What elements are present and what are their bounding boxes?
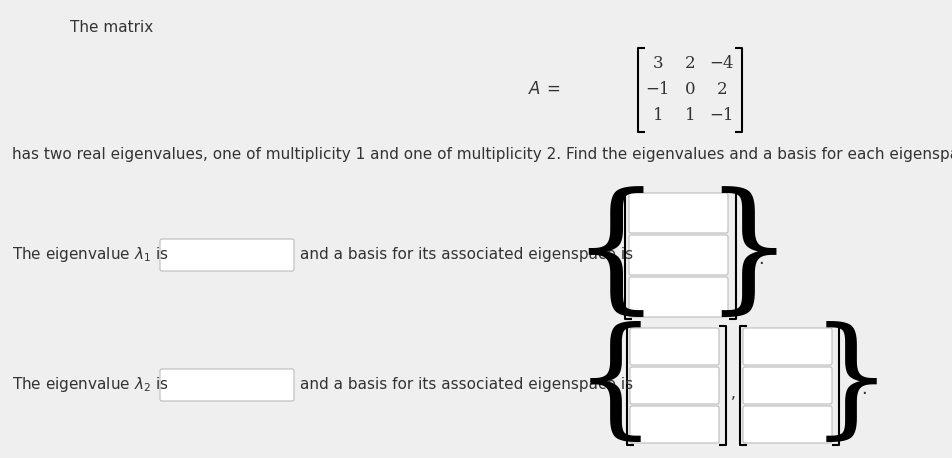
Text: −1: −1	[709, 108, 733, 125]
Text: The eigenvalue $\lambda_1$ is: The eigenvalue $\lambda_1$ is	[12, 245, 169, 265]
Text: 2: 2	[684, 55, 695, 72]
Text: }: }	[703, 186, 792, 324]
Text: −1: −1	[645, 82, 669, 98]
Text: The eigenvalue $\lambda_2$ is: The eigenvalue $\lambda_2$ is	[12, 376, 169, 394]
FancyBboxPatch shape	[743, 328, 831, 365]
Text: 2: 2	[716, 82, 726, 98]
Text: and a basis for its associated eigenspace is: and a basis for its associated eigenspac…	[300, 377, 632, 393]
FancyBboxPatch shape	[628, 193, 727, 233]
FancyBboxPatch shape	[743, 367, 831, 404]
Text: }: }	[808, 322, 892, 448]
FancyBboxPatch shape	[629, 328, 718, 365]
FancyBboxPatch shape	[160, 239, 293, 271]
FancyBboxPatch shape	[160, 369, 293, 401]
Text: ,: ,	[730, 386, 735, 400]
Text: −4: −4	[709, 55, 733, 72]
Text: {: {	[569, 186, 660, 324]
FancyBboxPatch shape	[628, 277, 727, 317]
Text: 0: 0	[684, 82, 695, 98]
Text: 3: 3	[652, 55, 663, 72]
Text: 1: 1	[684, 108, 695, 125]
FancyBboxPatch shape	[743, 406, 831, 443]
Text: The matrix: The matrix	[69, 20, 153, 35]
Text: $A\,=$: $A\,=$	[527, 82, 560, 98]
Text: {: {	[573, 322, 656, 448]
Text: 1: 1	[652, 108, 663, 125]
Text: has two real eigenvalues, one of multiplicity 1 and one of multiplicity 2. Find : has two real eigenvalues, one of multipl…	[12, 147, 952, 162]
Text: .: .	[757, 250, 763, 268]
FancyBboxPatch shape	[628, 235, 727, 275]
FancyBboxPatch shape	[629, 367, 718, 404]
Text: .: .	[860, 380, 865, 398]
Text: and a basis for its associated eigenspace is: and a basis for its associated eigenspac…	[300, 247, 632, 262]
FancyBboxPatch shape	[629, 406, 718, 443]
